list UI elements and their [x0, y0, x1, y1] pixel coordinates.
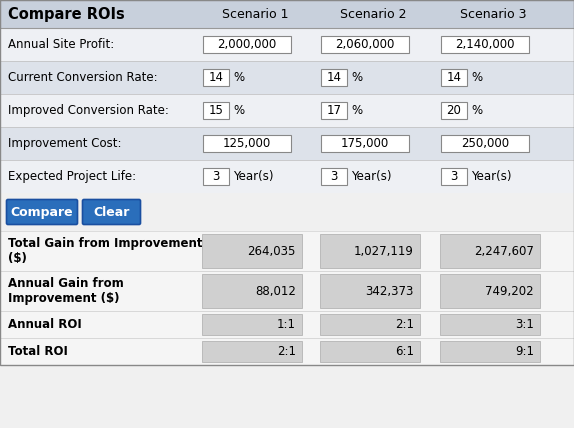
Text: 264,035: 264,035: [247, 244, 296, 258]
Text: %: %: [233, 71, 244, 84]
Bar: [203, 135, 291, 152]
Bar: [202, 274, 302, 308]
Text: Current Conversion Rate:: Current Conversion Rate:: [8, 71, 158, 84]
Bar: [203, 168, 229, 185]
Text: 2:1: 2:1: [395, 318, 414, 331]
Text: 342,373: 342,373: [366, 285, 414, 297]
Text: 14: 14: [327, 71, 342, 84]
Text: 14: 14: [447, 71, 461, 84]
Text: 2,247,607: 2,247,607: [474, 244, 534, 258]
Text: 125,000: 125,000: [223, 137, 271, 150]
Text: Annual ROI: Annual ROI: [8, 318, 82, 331]
Bar: [0, 338, 574, 365]
Bar: [440, 274, 540, 308]
Text: 2,140,000: 2,140,000: [455, 38, 515, 51]
Bar: [0, 0, 574, 365]
Bar: [0, 61, 574, 94]
Bar: [203, 69, 229, 86]
Text: Year(s): Year(s): [471, 170, 511, 183]
Bar: [441, 36, 529, 53]
Bar: [321, 168, 347, 185]
Text: 3: 3: [212, 170, 220, 183]
Bar: [202, 341, 302, 362]
Bar: [320, 234, 420, 268]
Bar: [0, 231, 574, 271]
Text: 14: 14: [208, 71, 223, 84]
Bar: [440, 314, 540, 335]
Text: %: %: [471, 71, 482, 84]
Text: 2:1: 2:1: [277, 345, 296, 358]
Text: Year(s): Year(s): [351, 170, 391, 183]
Text: Expected Project Life:: Expected Project Life:: [8, 170, 136, 183]
Bar: [321, 69, 347, 86]
Text: 250,000: 250,000: [461, 137, 509, 150]
Text: %: %: [233, 104, 244, 117]
Text: 749,202: 749,202: [486, 285, 534, 297]
Text: 3: 3: [451, 170, 457, 183]
Bar: [0, 0, 574, 28]
Text: 175,000: 175,000: [341, 137, 389, 150]
Bar: [0, 311, 574, 338]
Text: Clear: Clear: [94, 205, 130, 219]
Text: 3: 3: [330, 170, 338, 183]
Bar: [320, 341, 420, 362]
Text: 20: 20: [447, 104, 461, 117]
Text: %: %: [351, 71, 362, 84]
Text: Improved Conversion Rate:: Improved Conversion Rate:: [8, 104, 169, 117]
Text: Scenario 2: Scenario 2: [340, 8, 406, 21]
Text: 17: 17: [327, 104, 342, 117]
Text: Compare ROIs: Compare ROIs: [8, 6, 125, 21]
Bar: [202, 314, 302, 335]
Text: Total Gain from Improvement
($): Total Gain from Improvement ($): [8, 237, 203, 265]
Text: 6:1: 6:1: [395, 345, 414, 358]
Bar: [321, 102, 347, 119]
Bar: [441, 102, 467, 119]
Bar: [441, 69, 467, 86]
Bar: [441, 135, 529, 152]
Bar: [321, 135, 409, 152]
Text: Compare: Compare: [11, 205, 73, 219]
Text: 9:1: 9:1: [515, 345, 534, 358]
Text: 2,000,000: 2,000,000: [218, 38, 277, 51]
Text: Improvement Cost:: Improvement Cost:: [8, 137, 122, 150]
Text: Annual Site Profit:: Annual Site Profit:: [8, 38, 114, 51]
Text: Annual Gain from
Improvement ($): Annual Gain from Improvement ($): [8, 277, 124, 305]
Text: 88,012: 88,012: [255, 285, 296, 297]
Bar: [320, 314, 420, 335]
Text: Year(s): Year(s): [233, 170, 273, 183]
Text: Scenario 3: Scenario 3: [460, 8, 526, 21]
Bar: [0, 193, 574, 231]
FancyBboxPatch shape: [83, 199, 141, 225]
Bar: [0, 271, 574, 311]
Bar: [320, 274, 420, 308]
Bar: [0, 94, 574, 127]
Text: 1:1: 1:1: [277, 318, 296, 331]
Bar: [441, 168, 467, 185]
Bar: [0, 127, 574, 160]
Bar: [0, 28, 574, 61]
Bar: [202, 234, 302, 268]
Text: %: %: [471, 104, 482, 117]
Text: 3:1: 3:1: [515, 318, 534, 331]
Bar: [321, 36, 409, 53]
Text: %: %: [351, 104, 362, 117]
Text: 1,027,119: 1,027,119: [354, 244, 414, 258]
Text: Scenario 1: Scenario 1: [222, 8, 288, 21]
Bar: [203, 102, 229, 119]
Bar: [203, 36, 291, 53]
Text: 15: 15: [208, 104, 223, 117]
Text: 2,060,000: 2,060,000: [335, 38, 395, 51]
FancyBboxPatch shape: [6, 199, 77, 225]
Bar: [0, 160, 574, 193]
Bar: [440, 234, 540, 268]
Bar: [440, 341, 540, 362]
Text: Total ROI: Total ROI: [8, 345, 68, 358]
